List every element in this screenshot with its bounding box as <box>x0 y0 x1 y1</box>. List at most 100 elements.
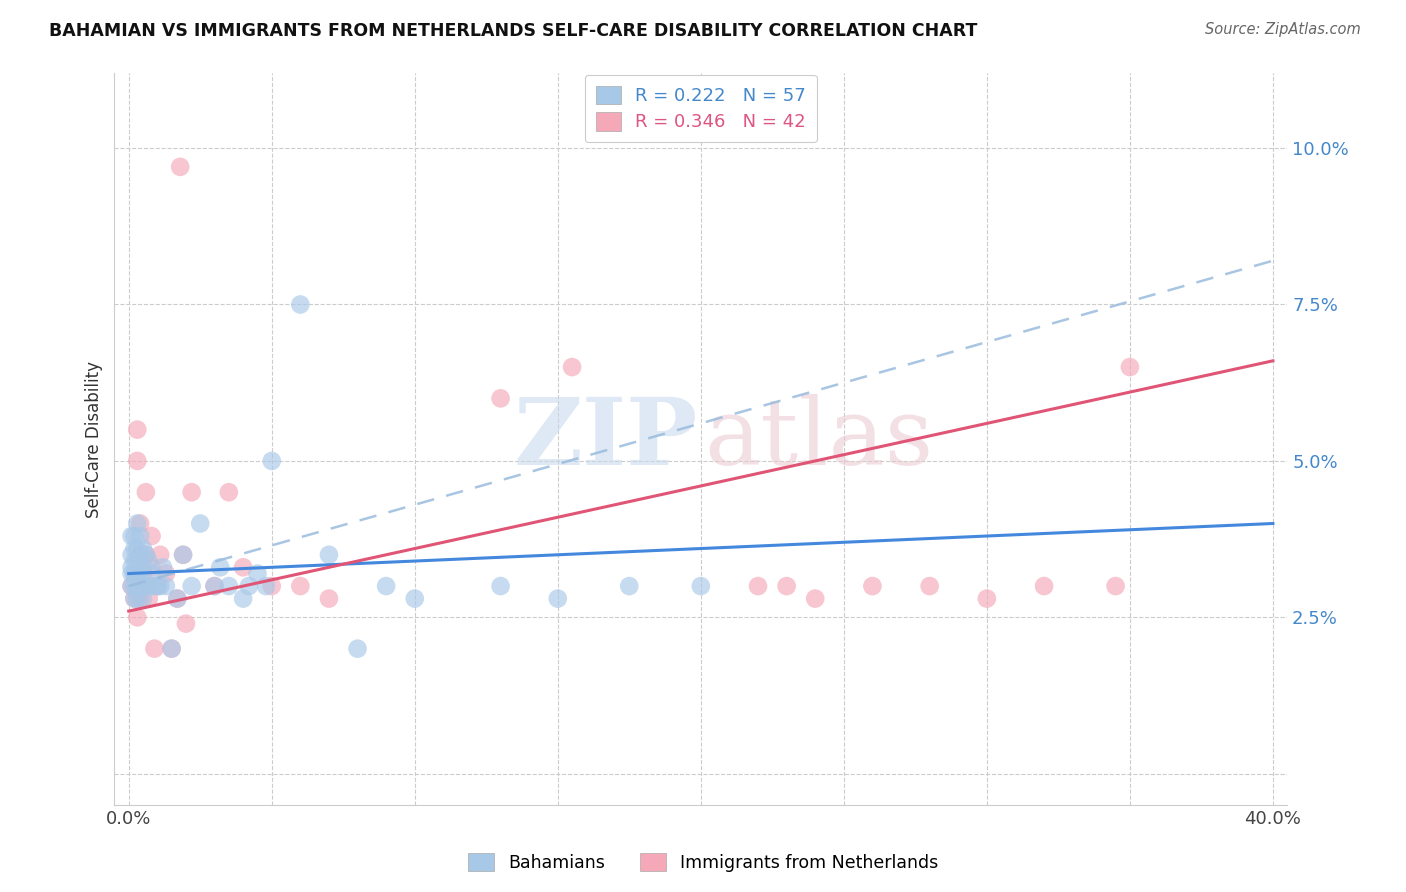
Point <box>290 579 312 593</box>
Point <box>127 579 149 593</box>
Point <box>489 392 512 406</box>
Point <box>143 641 166 656</box>
Point <box>135 485 157 500</box>
Point <box>1104 579 1126 593</box>
Point <box>132 579 155 593</box>
Point <box>204 579 226 593</box>
Point <box>747 579 769 593</box>
Point <box>561 360 583 375</box>
Point <box>547 591 569 606</box>
Point <box>218 579 240 593</box>
Point <box>152 560 174 574</box>
Text: atlas: atlas <box>704 394 934 484</box>
Point <box>689 579 711 593</box>
Point <box>138 579 160 593</box>
Point <box>141 529 163 543</box>
Point <box>346 641 368 656</box>
Point <box>160 641 183 656</box>
Point <box>254 579 277 593</box>
Point <box>127 541 149 556</box>
Point <box>124 579 146 593</box>
Text: Source: ZipAtlas.com: Source: ZipAtlas.com <box>1205 22 1361 37</box>
Point <box>166 591 188 606</box>
Point <box>138 554 160 568</box>
Point <box>124 566 146 581</box>
Point <box>127 610 149 624</box>
Point <box>775 579 797 593</box>
Point <box>218 485 240 500</box>
Point <box>180 485 202 500</box>
Point <box>143 579 166 593</box>
Point <box>135 548 157 562</box>
Point <box>132 566 155 581</box>
Point <box>129 566 152 581</box>
Point <box>132 591 155 606</box>
Point <box>232 591 254 606</box>
Point <box>172 548 194 562</box>
Point <box>121 548 143 562</box>
Point <box>127 454 149 468</box>
Point <box>121 566 143 581</box>
Point <box>132 560 155 574</box>
Point <box>155 579 177 593</box>
Point <box>129 529 152 543</box>
Point <box>246 566 269 581</box>
Point <box>129 548 152 562</box>
Point <box>188 516 211 531</box>
Point <box>141 566 163 581</box>
Point <box>135 579 157 593</box>
Point <box>124 591 146 606</box>
Point <box>1119 360 1142 375</box>
Point <box>180 579 202 593</box>
Point <box>318 591 340 606</box>
Point <box>127 554 149 568</box>
Point <box>232 560 254 574</box>
Point <box>260 454 283 468</box>
Point <box>918 579 941 593</box>
Point <box>169 160 191 174</box>
Point <box>124 541 146 556</box>
Point <box>804 591 827 606</box>
Point <box>204 579 226 593</box>
Point <box>862 579 884 593</box>
Point <box>238 579 260 593</box>
Legend: R = 0.222   N = 57, R = 0.346   N = 42: R = 0.222 N = 57, R = 0.346 N = 42 <box>585 75 817 142</box>
Point <box>124 554 146 568</box>
Point <box>138 591 160 606</box>
Y-axis label: Self-Care Disability: Self-Care Disability <box>86 360 103 517</box>
Point <box>149 548 172 562</box>
Point <box>129 548 152 562</box>
Point <box>132 541 155 556</box>
Point <box>127 423 149 437</box>
Point <box>124 566 146 581</box>
Point <box>127 591 149 606</box>
Point <box>121 579 143 593</box>
Point <box>124 591 146 606</box>
Point <box>127 516 149 531</box>
Point <box>174 616 197 631</box>
Point <box>129 579 152 593</box>
Point <box>976 591 998 606</box>
Point <box>375 579 398 593</box>
Point <box>404 591 426 606</box>
Text: BAHAMIAN VS IMMIGRANTS FROM NETHERLANDS SELF-CARE DISABILITY CORRELATION CHART: BAHAMIAN VS IMMIGRANTS FROM NETHERLANDS … <box>49 22 977 40</box>
Point <box>160 641 183 656</box>
Point <box>121 529 143 543</box>
Point <box>1033 579 1056 593</box>
Point <box>318 548 340 562</box>
Point <box>172 548 194 562</box>
Point <box>127 566 149 581</box>
Point <box>129 516 152 531</box>
Point <box>121 579 143 593</box>
Point <box>124 529 146 543</box>
Point <box>129 591 152 606</box>
Point <box>146 579 169 593</box>
Point <box>141 560 163 574</box>
Point <box>121 560 143 574</box>
Point <box>260 579 283 593</box>
Point <box>146 579 169 593</box>
Point <box>149 579 172 593</box>
Point <box>155 566 177 581</box>
Legend: Bahamians, Immigrants from Netherlands: Bahamians, Immigrants from Netherlands <box>461 847 945 879</box>
Text: ZIP: ZIP <box>513 394 697 484</box>
